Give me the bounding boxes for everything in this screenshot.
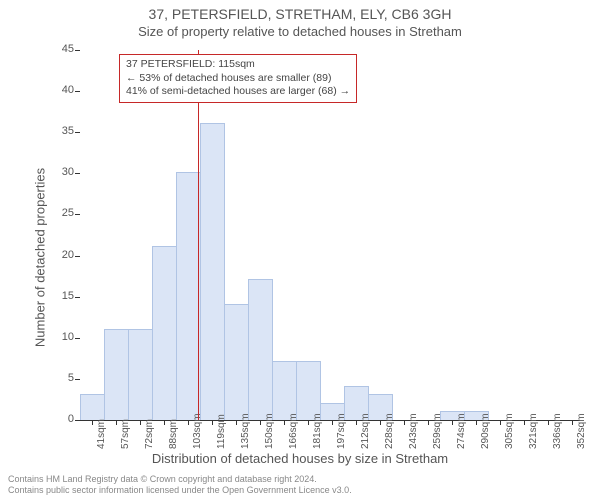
- footer-line-1: Contains HM Land Registry data © Crown c…: [8, 474, 352, 485]
- y-tick-label: 40: [46, 84, 74, 96]
- property-marker-line: [198, 50, 200, 420]
- y-tick-mark: [75, 91, 80, 92]
- x-tick-label: 228sqm: [384, 413, 395, 449]
- x-tick-mark: [500, 420, 501, 425]
- y-tick-label: 5: [46, 372, 74, 384]
- x-tick-mark: [260, 420, 261, 425]
- x-tick-mark: [188, 420, 189, 425]
- x-tick-label: 352sqm: [576, 413, 587, 449]
- legend-line-1: 37 PETERSFIELD: 115sqm: [126, 58, 350, 72]
- x-tick-mark: [428, 420, 429, 425]
- y-tick-label: 15: [46, 290, 74, 302]
- y-tick-mark: [75, 173, 80, 174]
- histogram-bar: [200, 123, 225, 420]
- y-tick-mark: [75, 132, 80, 133]
- x-tick-label: 243sqm: [408, 413, 419, 449]
- histogram-bar: [152, 246, 177, 420]
- legend-line-2: ← 53% of detached houses are smaller (89…: [126, 72, 350, 86]
- x-tick-mark: [236, 420, 237, 425]
- x-tick-label: 72sqm: [144, 419, 155, 449]
- y-tick-mark: [75, 297, 80, 298]
- y-tick-mark: [75, 256, 80, 257]
- x-tick-label: 336sqm: [552, 413, 563, 449]
- histogram-bar: [80, 394, 105, 420]
- x-tick-label: 290sqm: [480, 413, 491, 449]
- x-tick-label: 41sqm: [96, 419, 107, 449]
- x-tick-mark: [164, 420, 165, 425]
- histogram-plot: 37 PETERSFIELD: 115sqm ← 53% of detached…: [80, 50, 580, 421]
- x-tick-mark: [116, 420, 117, 425]
- x-tick-mark: [284, 420, 285, 425]
- y-tick-label: 10: [46, 331, 74, 343]
- y-tick-mark: [75, 420, 80, 421]
- histogram-bar: [128, 329, 153, 420]
- x-tick-mark: [380, 420, 381, 425]
- histogram-bar: [248, 279, 273, 420]
- y-tick-mark: [75, 214, 80, 215]
- y-tick-mark: [75, 338, 80, 339]
- x-tick-mark: [572, 420, 573, 425]
- x-tick-mark: [92, 420, 93, 425]
- x-tick-label: 305sqm: [504, 413, 515, 449]
- histogram-bar: [272, 361, 297, 420]
- histogram-bar: [296, 361, 321, 420]
- x-tick-mark: [476, 420, 477, 425]
- y-tick-label: 45: [46, 43, 74, 55]
- page-subtitle: Size of property relative to detached ho…: [0, 24, 600, 39]
- y-tick-label: 25: [46, 207, 74, 219]
- x-tick-label: 88sqm: [168, 419, 179, 449]
- y-tick-label: 35: [46, 125, 74, 137]
- histogram-bar: [224, 304, 249, 420]
- x-tick-mark: [452, 420, 453, 425]
- x-tick-mark: [404, 420, 405, 425]
- histogram-bar: [104, 329, 129, 420]
- footer-line-2: Contains public sector information licen…: [8, 485, 352, 496]
- x-tick-mark: [308, 420, 309, 425]
- x-tick-mark: [212, 420, 213, 425]
- page-title-address: 37, PETERSFIELD, STRETHAM, ELY, CB6 3GH: [0, 6, 600, 22]
- x-tick-mark: [332, 420, 333, 425]
- x-axis-label: Distribution of detached houses by size …: [0, 451, 600, 466]
- y-tick-mark: [75, 50, 80, 51]
- legend-line-3: 41% of semi-detached houses are larger (…: [126, 85, 350, 99]
- x-tick-label: 321sqm: [528, 413, 539, 449]
- x-tick-mark: [524, 420, 525, 425]
- legend-box: 37 PETERSFIELD: 115sqm ← 53% of detached…: [119, 54, 357, 103]
- footer-attribution: Contains HM Land Registry data © Crown c…: [8, 474, 352, 496]
- x-tick-label: 57sqm: [120, 419, 131, 449]
- y-tick-mark: [75, 379, 80, 380]
- y-tick-label: 30: [46, 166, 74, 178]
- x-tick-mark: [356, 420, 357, 425]
- y-tick-label: 20: [46, 249, 74, 261]
- y-tick-label: 0: [46, 413, 74, 425]
- x-tick-mark: [548, 420, 549, 425]
- x-tick-mark: [140, 420, 141, 425]
